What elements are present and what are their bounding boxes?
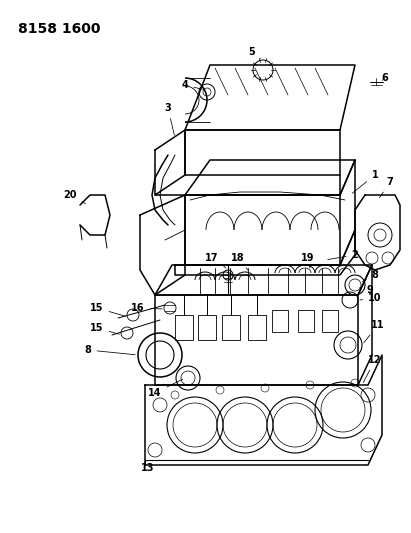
Text: 7: 7	[379, 177, 393, 198]
Text: 4: 4	[182, 80, 202, 90]
Text: 15: 15	[90, 323, 119, 334]
Text: 2: 2	[328, 250, 358, 260]
Bar	[222, 315, 240, 340]
Text: 17: 17	[205, 253, 226, 268]
Text: 8: 8	[85, 345, 135, 355]
Text: 8: 8	[363, 270, 379, 282]
Bar	[248, 315, 266, 340]
Text: 6: 6	[382, 73, 388, 83]
Text: 1: 1	[352, 170, 379, 193]
Bar	[175, 315, 193, 340]
Text: 12: 12	[363, 355, 382, 383]
Text: 11: 11	[364, 320, 385, 343]
Text: 14: 14	[148, 379, 182, 398]
Text: 10: 10	[360, 293, 382, 303]
Text: 16: 16	[131, 303, 162, 313]
Bar	[322, 310, 338, 332]
Text: 13: 13	[141, 460, 160, 473]
Text: 15: 15	[90, 303, 125, 316]
Bar	[272, 310, 288, 332]
Bar	[298, 310, 314, 332]
Bar	[198, 315, 216, 340]
Text: 18: 18	[231, 253, 248, 270]
Text: 19: 19	[301, 253, 315, 268]
Text: 5: 5	[249, 47, 261, 59]
Text: 8158 1600: 8158 1600	[18, 22, 101, 36]
Text: 20: 20	[63, 190, 85, 204]
Text: 9: 9	[360, 285, 373, 295]
Text: 3: 3	[165, 103, 174, 135]
